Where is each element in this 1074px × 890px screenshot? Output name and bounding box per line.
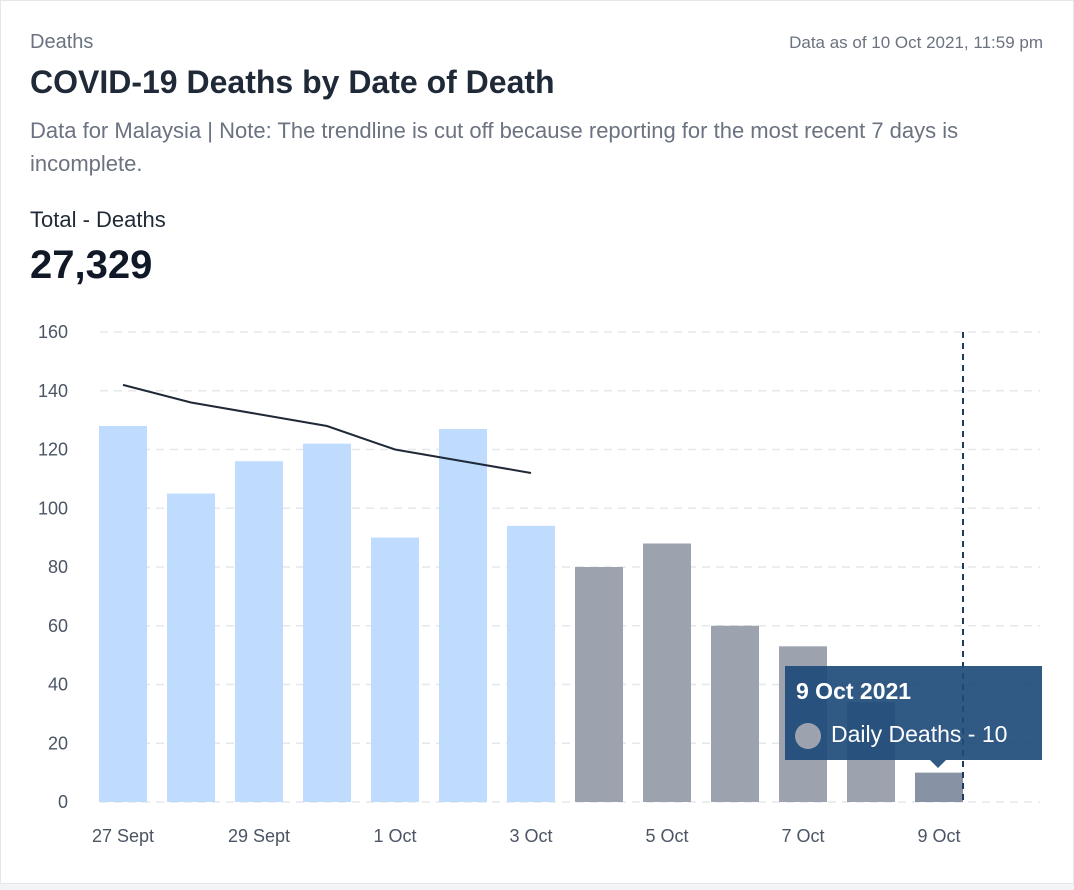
x-tick-label: 7 Oct bbox=[781, 826, 824, 846]
x-tick-label: 3 Oct bbox=[509, 826, 552, 846]
bar[interactable] bbox=[507, 525, 555, 802]
tooltip-arrow bbox=[930, 760, 946, 768]
trendline bbox=[122, 383, 532, 474]
y-tick-label: 20 bbox=[48, 733, 68, 753]
x-tick-label: 27 Sept bbox=[92, 826, 154, 846]
y-tick-label: 160 bbox=[38, 322, 68, 342]
bar[interactable] bbox=[167, 493, 215, 802]
tooltip-date: 9 Oct 2021 bbox=[796, 678, 912, 704]
tooltip-value: Daily Deaths - 10 bbox=[831, 721, 1008, 747]
y-tick-label: 140 bbox=[38, 381, 68, 401]
bar[interactable] bbox=[235, 461, 283, 802]
y-tick-label: 60 bbox=[48, 616, 68, 636]
legend-dot-icon bbox=[795, 723, 821, 749]
y-tick-label: 40 bbox=[48, 675, 68, 695]
y-tick-label: 120 bbox=[38, 440, 68, 460]
x-tick-label: 5 Oct bbox=[645, 826, 688, 846]
total-label: Total - Deaths bbox=[30, 207, 166, 232]
y-tick-label: 80 bbox=[48, 557, 68, 577]
bar[interactable] bbox=[915, 772, 963, 802]
x-tick-label: 1 Oct bbox=[373, 826, 416, 846]
bar[interactable] bbox=[643, 543, 691, 803]
chart-title: COVID-19 Deaths by Date of Death bbox=[30, 64, 555, 100]
y-tick-label: 0 bbox=[58, 792, 68, 812]
chart-subtitle: Data for Malaysia | Note: The trendline … bbox=[30, 118, 959, 176]
data-as-of: Data as of 10 Oct 2021, 11:59 pm bbox=[789, 33, 1043, 52]
x-tick-label: 9 Oct bbox=[917, 826, 960, 846]
bar[interactable] bbox=[303, 443, 351, 802]
category-label: Deaths bbox=[30, 31, 94, 53]
y-tick-label: 100 bbox=[38, 498, 68, 518]
tooltip: 9 Oct 2021 Daily Deaths - 10 bbox=[785, 666, 1042, 768]
x-tick-label: 29 Sept bbox=[228, 826, 290, 846]
bar[interactable] bbox=[439, 428, 487, 802]
bar[interactable] bbox=[711, 625, 759, 802]
bar[interactable] bbox=[575, 567, 623, 802]
total-value: 27,329 bbox=[30, 243, 153, 287]
bar[interactable] bbox=[99, 426, 147, 802]
bar[interactable] bbox=[371, 537, 419, 802]
